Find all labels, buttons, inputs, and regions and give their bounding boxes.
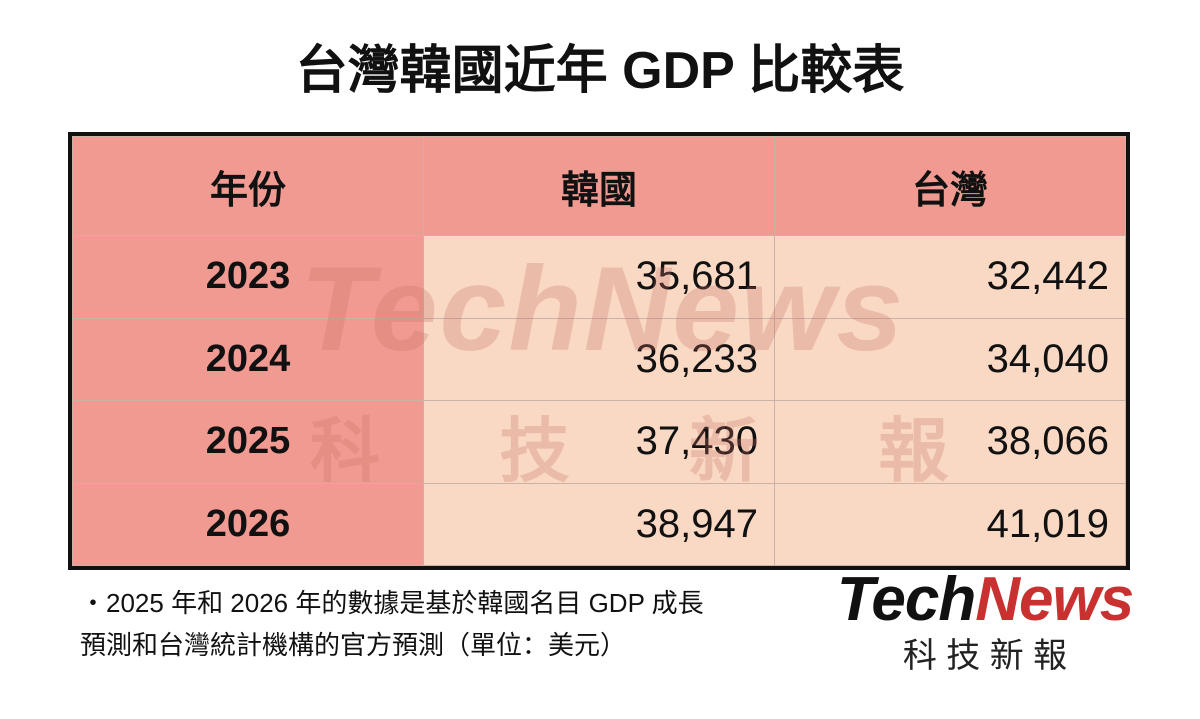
header-cell: 年份 [72,136,424,236]
value-cell: 41,019 [774,482,1126,566]
logo-brand: TechNews [830,566,1140,634]
note-line: ・2025 年和 2026 年的數據是基於韓國名目 GDP 成長 [80,588,704,618]
header-cell: 韓國 [423,136,775,236]
value-cell: 35,681 [423,235,775,319]
value-cell: 34,040 [774,317,1126,401]
table-frame: 年份 韓國 台灣 2023 35,681 32,442 2024 36,233 34,04… [68,132,1130,570]
year-cell: 2025 [72,400,424,484]
note-line: 預測和台灣統計機構的官方預測（單位：美元） [80,630,627,660]
year-cell: 2024 [72,317,424,401]
value-cell: 32,442 [774,235,1126,319]
value-cell: 38,947 [423,482,775,566]
value-cell: 36,233 [423,317,775,401]
table-row: 2023 35,681 32,442 [72,235,1126,319]
table-body: 2023 35,681 32,442 2024 36,233 34,040 2025 37,4… [72,235,1126,566]
note: ・2025 年和 2026 年的數據是基於韓國名目 GDP 成長 預測和台灣統計… [80,582,704,666]
header-row: 年份 韓國 台灣 [72,136,1126,236]
year-cell: 2026 [72,482,424,566]
table: 年份 韓國 台灣 2023 35,681 32,442 2024 36,233 34,04… [72,136,1126,566]
logo-brand-1: Tech [836,565,976,634]
logo-brand-2: News [975,565,1134,634]
logo: TechNews 科 技 新 報 [830,566,1140,678]
logo-subtitle: 科 技 新 報 [902,637,1068,675]
title: 台灣韓國近年 GDP 比較表 [295,42,905,100]
table-row: 2025 37,430 38,066 [72,400,1126,484]
year-cell: 2023 [72,235,424,319]
table-row: 2024 36,233 34,040 [72,317,1126,401]
table-row: 2026 38,947 41,019 [72,482,1126,566]
value-cell: 38,066 [774,400,1126,484]
header-cell: 台灣 [774,136,1126,236]
value-cell: 37,430 [423,400,775,484]
